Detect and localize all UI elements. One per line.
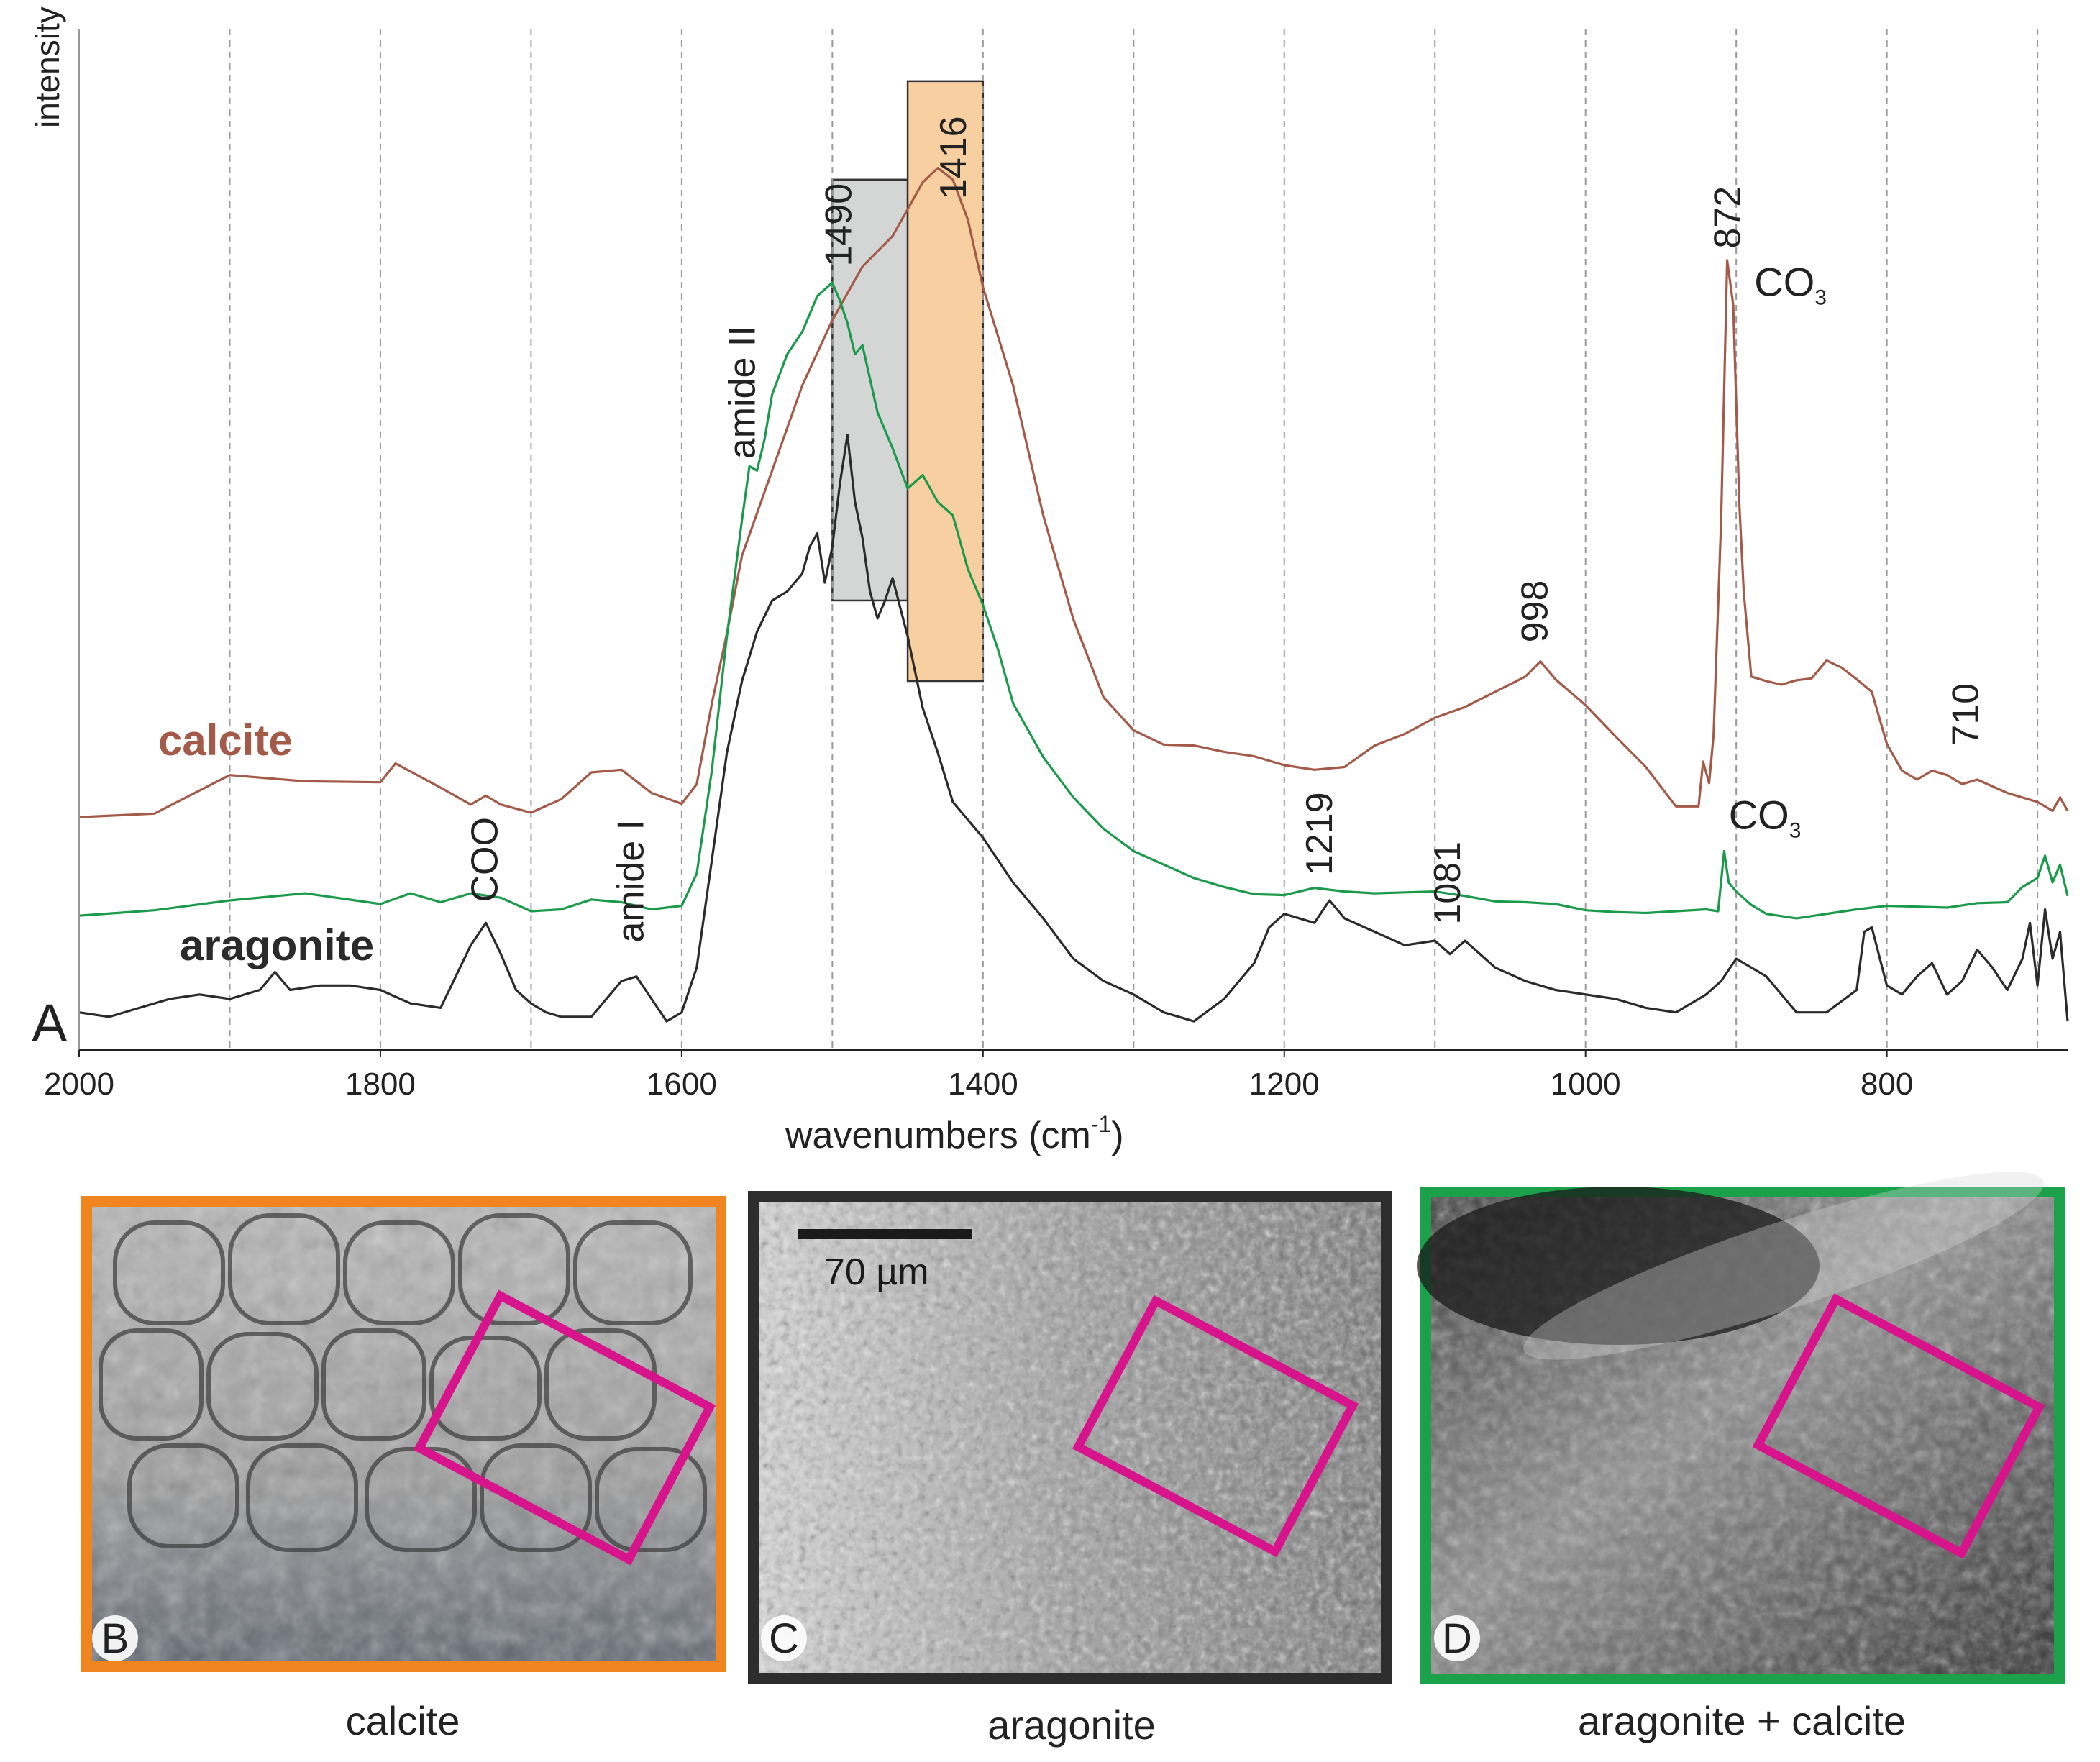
peak-label-6: 1219 (1299, 792, 1341, 875)
series-label-calcite: calcite (158, 716, 293, 764)
highlight-band-1 (831, 178, 909, 602)
x-ticks: 2000 1800 1600 1400 1200 1000 800 (44, 1050, 1913, 1102)
series-line-3 (78, 434, 2069, 1023)
spectrum-chart: 2000 1800 1600 1400 1200 1000 800 calcite arago… (29, 6, 2069, 1156)
panel-d-bright-band (1523, 1172, 2044, 1360)
panel-letter-a: A (32, 993, 68, 1053)
panel-b-letter-badge (92, 1615, 138, 1661)
x-tick-label-1000: 1000 (1551, 1067, 1621, 1102)
chem-label-1-subscript: 3 (1814, 286, 1827, 310)
panel-b-letter: B (101, 1615, 129, 1662)
highlight-bands (831, 80, 985, 683)
chem-label-2-base: CO (1729, 792, 1789, 837)
series-layer (78, 167, 2069, 1023)
panel-c-caption: aragonite (987, 1702, 1156, 1748)
panel-d: D aragonite + calcite (1417, 1172, 2065, 1743)
y-axis-label: intensity (29, 6, 66, 128)
chem-label-1: CO3 (1754, 260, 1827, 310)
panel-c-texture (759, 1202, 1381, 1673)
chem-label-2: CO3 (1729, 792, 1802, 842)
x-tick-label-1200: 1200 (1249, 1067, 1320, 1102)
panel-b: B calcite (81, 1196, 726, 1743)
x-tick-label-800: 800 (1861, 1067, 1913, 1102)
x-tick-label-1800: 1800 (345, 1067, 416, 1102)
panel-c-region-box (1072, 1295, 1359, 1558)
x-axis-label: wavenumbers (cm-1) (785, 1111, 1124, 1156)
x-tick-label-2000: 2000 (44, 1067, 114, 1102)
annotations: calcite aragonite amide II 1490 1416 COO amide… (158, 116, 1987, 969)
peak-label-4: COO (465, 817, 506, 902)
peak-label-5: amide I (611, 820, 652, 943)
x-axis-label-unit-exponent: -1 (1091, 1111, 1111, 1137)
panel-d-region-box (1752, 1293, 2045, 1559)
panel-b-region-box (413, 1289, 716, 1566)
panel-b-cells (99, 1213, 707, 1552)
x-tick-label-1600: 1600 (647, 1067, 717, 1102)
panel-d-dark-region (1417, 1187, 1820, 1345)
peak-label-3: 1416 (933, 116, 974, 199)
peak-label-9: 872 (1707, 186, 1749, 249)
peak-label-2: 1490 (818, 183, 860, 267)
panel-c-scale-label: 70 µm (824, 1251, 929, 1293)
x-axis-label-close: ) (1111, 1115, 1123, 1156)
highlight-band-2 (906, 80, 985, 683)
peak-label-10: 710 (1945, 683, 1987, 746)
chem-label-1-base: CO (1754, 260, 1814, 305)
series-line-1 (78, 167, 2069, 818)
peak-label-7: 1081 (1427, 841, 1469, 925)
peak-label-8: 998 (1515, 580, 1556, 643)
x-axis-label-text: wavenumbers (cm (785, 1115, 1091, 1156)
panel-d-letter: D (1442, 1615, 1472, 1662)
peak-label-1: amide II (722, 326, 764, 459)
series-label-aragonite: aragonite (180, 921, 374, 969)
x-tick-label-1400: 1400 (948, 1067, 1018, 1102)
panel-b-caption: calcite (346, 1698, 460, 1743)
panel-c-letter: C (769, 1615, 799, 1662)
panel-d-caption: aragonite + calcite (1578, 1698, 1906, 1743)
chem-label-2-subscript: 3 (1789, 818, 1802, 842)
panel-d-letter-badge (1434, 1615, 1480, 1661)
panel-c-letter-badge (761, 1615, 807, 1661)
panel-c: 70 µm C aragonite (748, 1191, 1392, 1748)
series-line-2 (78, 281, 2069, 920)
